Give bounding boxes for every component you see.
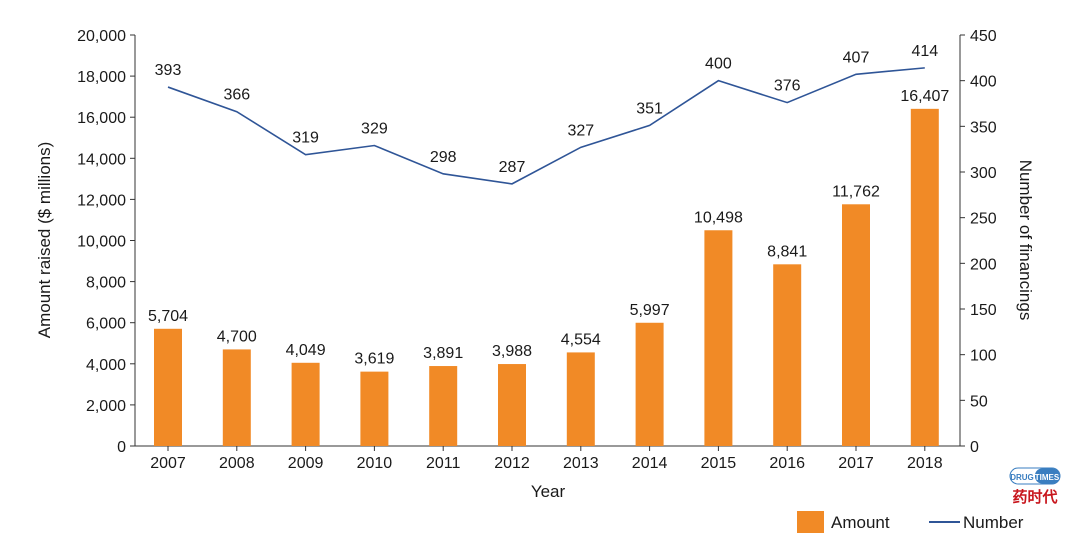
y2-tick-label: 0 (970, 439, 979, 456)
bar-amount-2017 (842, 204, 870, 446)
x-tick-label: 2007 (150, 455, 186, 472)
y-tick-label: 2,000 (86, 398, 126, 415)
line-value-label: 414 (911, 43, 938, 60)
y-tick-label: 4,000 (86, 357, 126, 374)
y2-tick-label: 450 (970, 28, 997, 45)
line-value-label: 319 (292, 130, 319, 147)
x-tick-label: 2012 (494, 455, 530, 472)
bar-amount-2016 (773, 264, 802, 446)
bar-value-label: 3,988 (492, 343, 532, 360)
bar-value-label: 4,049 (286, 342, 326, 359)
x-tick-label: 2014 (632, 455, 668, 472)
line-value-label: 400 (705, 56, 732, 73)
line-value-label: 366 (223, 87, 250, 104)
bar-value-label: 8,841 (767, 243, 807, 260)
y-tick-label: 10,000 (77, 234, 126, 251)
x-tick-label: 2010 (357, 455, 393, 472)
bar-value-label: 16,407 (900, 88, 949, 105)
bar-value-label: 4,700 (217, 328, 257, 345)
bar-amount-2012 (498, 364, 526, 446)
x-tick-label: 2013 (563, 455, 599, 472)
bar-amount-2013 (566, 352, 595, 446)
x-tick-label: 2018 (907, 455, 943, 472)
y2-tick-label: 200 (970, 256, 997, 273)
y2-tick-label: 150 (970, 302, 997, 319)
bar-value-label: 10,498 (694, 209, 743, 226)
svg-text:DRUG: DRUG (1010, 473, 1034, 482)
line-value-label: 393 (155, 62, 182, 79)
y2-tick-label: 350 (970, 119, 997, 136)
line-value-label: 287 (499, 159, 526, 176)
y2-axis-title: Number of financings (1016, 160, 1035, 321)
svg-text:药时代: 药时代 (1012, 488, 1057, 506)
watermark-logo: DRUG TIMES 药时代 (1009, 467, 1061, 506)
legend-label-amount: Amount (831, 513, 890, 532)
y-tick-label: 20,000 (77, 28, 126, 45)
bar-value-label: 5,997 (630, 302, 670, 319)
bar-amount-2007 (154, 328, 182, 446)
bar-value-label: 4,554 (561, 331, 601, 348)
y-tick-label: 18,000 (77, 69, 126, 86)
y2-tick-label: 50 (970, 393, 988, 410)
legend: Amount Number (797, 511, 1024, 533)
x-tick-label: 2017 (838, 455, 874, 472)
bar-amount-2015 (704, 230, 733, 446)
y-axis-title: Amount raised ($ millions) (35, 142, 54, 339)
bar-amount-2011 (429, 366, 458, 446)
y-tick-label: 12,000 (77, 192, 126, 209)
bar-amount-2014 (635, 322, 664, 446)
x-tick-label: 2011 (426, 455, 461, 472)
bar-value-label: 3,891 (423, 345, 463, 362)
bar-value-label: 5,704 (148, 308, 188, 325)
y-tick-label: 8,000 (86, 275, 126, 292)
bar-amount-2008 (222, 349, 251, 446)
x-tick-label: 2015 (701, 455, 737, 472)
y-tick-label: 16,000 (77, 110, 126, 127)
line-value-label: 329 (361, 121, 388, 138)
y-tick-label: 14,000 (77, 151, 126, 168)
legend-label-number: Number (963, 513, 1024, 532)
bar-value-label: 11,762 (832, 183, 880, 200)
bar-amount-2009 (291, 362, 320, 446)
legend-swatch-amount (797, 511, 824, 533)
line-value-label: 327 (567, 122, 594, 139)
line-value-label: 407 (843, 49, 870, 66)
line-number-of-financings (167, 67, 925, 185)
x-tick-label: 2009 (288, 455, 324, 472)
line-value-label: 351 (636, 100, 663, 117)
y2-tick-label: 300 (970, 165, 997, 182)
x-tick-label: 2008 (219, 455, 255, 472)
y-tick-label: 0 (117, 439, 126, 456)
bar-amount-2018 (910, 108, 939, 446)
line-value-label: 298 (430, 149, 457, 166)
x-tick-label: 2016 (769, 455, 805, 472)
bar-value-label: 3,619 (354, 351, 394, 368)
y2-tick-label: 250 (970, 211, 997, 228)
bar-amount-2010 (360, 371, 389, 446)
y2-tick-label: 400 (970, 74, 997, 91)
y-tick-label: 6,000 (86, 316, 126, 333)
svg-text:TIMES: TIMES (1035, 473, 1060, 482)
x-axis-title: Year (531, 482, 566, 501)
y2-tick-label: 100 (970, 348, 997, 365)
line-value-label: 376 (774, 78, 801, 95)
